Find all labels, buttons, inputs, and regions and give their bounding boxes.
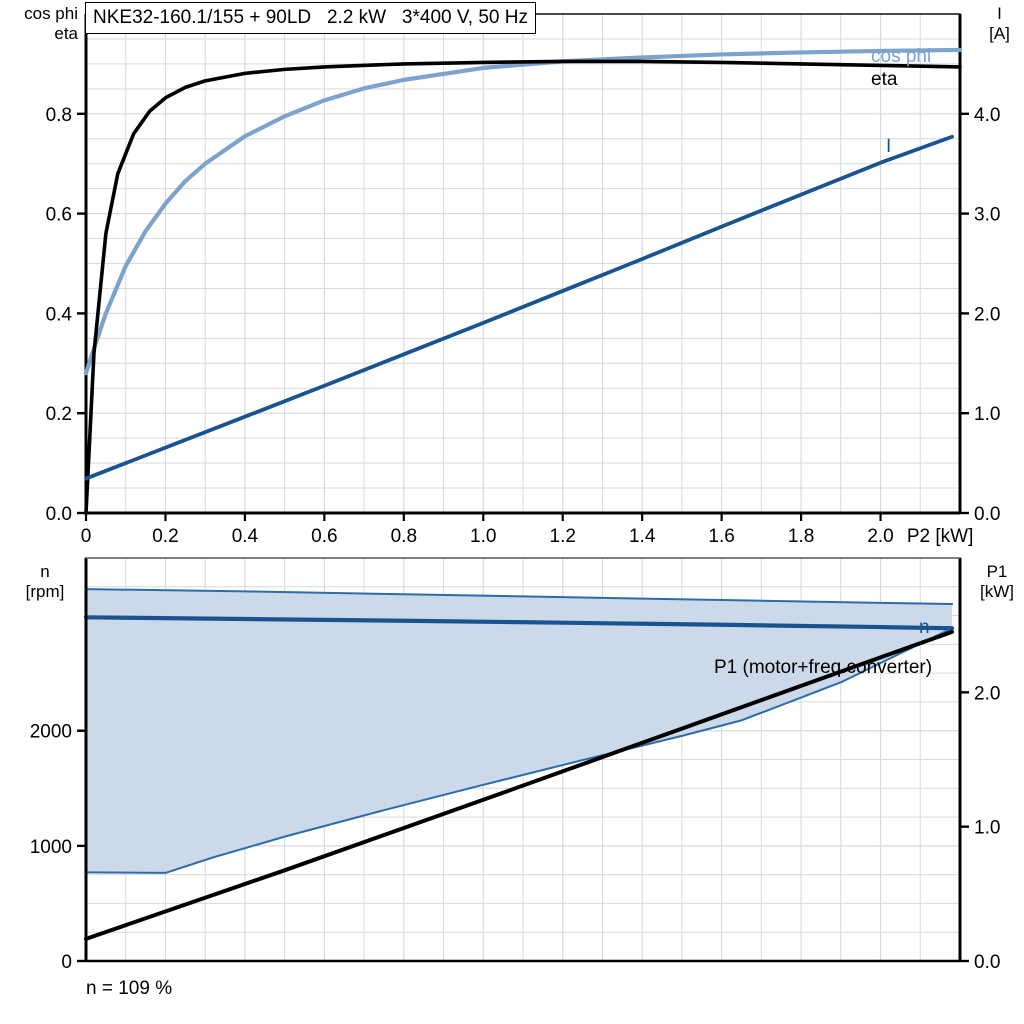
top-x-tick: 0.4	[232, 526, 259, 547]
top-right-tick: 0.0	[974, 504, 1000, 525]
curve-cos-phi	[83, 47, 963, 376]
label-speed: n	[919, 617, 930, 638]
bottom-left-axis-label: n [rpm]	[25, 562, 65, 601]
top-left-tick: 0.8	[46, 105, 72, 126]
top-x-tick: 1.6	[708, 526, 734, 547]
top-right-tick: 3.0	[974, 205, 1000, 226]
top-right-tick: 4.0	[974, 105, 1000, 126]
bottom-right-axis-label: P1 [kW]	[980, 562, 1014, 601]
chart-title-box: NKE32-160.1/155 + 90LD 2.2 kW 3*400 V, 5…	[85, 2, 536, 34]
curve-n	[83, 615, 955, 631]
top-x-tick: 0.2	[152, 526, 178, 547]
top-left-tick: 0.6	[46, 205, 72, 226]
bottom-chart-svg: 0 1000 2000 0.0 1.0 2.0 n P1 (motor+freq.conver…	[30, 557, 1000, 973]
top-left-tick: 0.2	[46, 404, 72, 425]
bottom-left-tick: 2000	[30, 722, 72, 743]
top-left-axis-label: cos phi eta	[24, 4, 78, 43]
top-left-tick: 0.4	[46, 304, 73, 325]
curve-n-band-lower	[85, 627, 954, 874]
curve-n-band-upper	[85, 588, 954, 606]
speed-range-band	[86, 589, 953, 873]
curve-eta	[84, 59, 962, 515]
top-left-tick: 0.0	[46, 504, 72, 525]
top-x-tick: 1.2	[550, 526, 576, 547]
top-x-tick: 0.8	[391, 526, 417, 547]
footnote: n = 109 %	[86, 978, 173, 999]
curve-p1-motor-freq-converter-	[84, 629, 955, 941]
bottom-right-tick: 0.0	[974, 952, 1000, 973]
chart-title-text: NKE32-160.1/155 + 90LD 2.2 kW 3*400 V, 5…	[93, 7, 528, 28]
curve-i	[84, 134, 954, 481]
top-chart-panel: cos phi eta I [A] 0.0 0.2 0.4 0.6 0.8 0.0 1.0 2…	[24, 4, 1010, 547]
top-x-tick: 1.4	[629, 526, 656, 547]
top-x-axis-label: P2 [kW]	[907, 526, 974, 547]
bottom-left-tick: 1000	[30, 837, 72, 858]
bottom-right-tick: 2.0	[974, 683, 1000, 704]
top-x-tick: 0.6	[311, 526, 337, 547]
label-current: I	[886, 136, 891, 157]
top-chart-svg: 0.0 0.2 0.4 0.6 0.8 0.0 1.0 2.0 3.0 4.0 0 0.2 0.4 0.6…	[46, 13, 1000, 547]
top-right-tick: 2.0	[974, 304, 1000, 325]
bottom-chart-panel: n [rpm] P1 [kW] 0 1000 2000 0.0 1.0 2.0 n P1 (m…	[0, 548, 1024, 1024]
top-right-tick: 1.0	[974, 404, 1000, 425]
top-x-tick: 1.0	[470, 526, 496, 547]
label-cos-phi: cos phi	[871, 46, 931, 67]
top-x-tick: 0	[81, 526, 92, 547]
label-eta: eta	[871, 69, 898, 90]
bottom-left-tick: 0	[61, 952, 72, 973]
label-p1: P1 (motor+freq.converter)	[714, 657, 932, 678]
top-x-tick: 1.8	[788, 526, 814, 547]
top-right-axis-label: I [A]	[989, 4, 1010, 43]
bottom-right-tick: 1.0	[974, 818, 1000, 839]
top-x-tick: 2.0	[867, 526, 893, 547]
